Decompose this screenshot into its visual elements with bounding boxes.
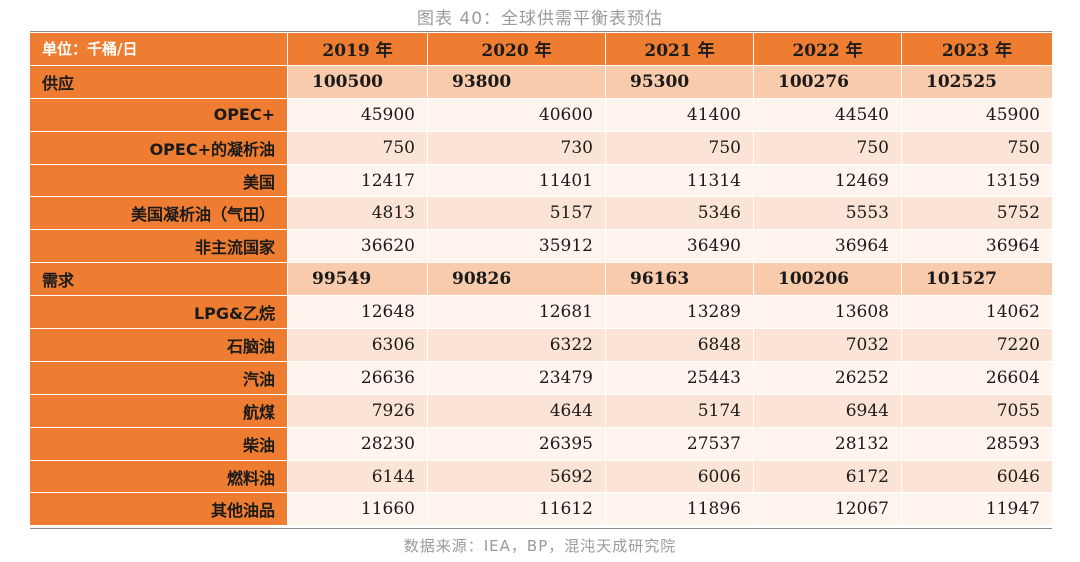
- row-label: 石脑油: [30, 329, 288, 362]
- year-header: 2022 年: [754, 33, 902, 66]
- section-total-cell: 93800: [428, 65, 606, 99]
- value-cell: 23479: [428, 361, 606, 395]
- top-rule: [30, 31, 1052, 32]
- year-header: 2023 年: [902, 33, 1052, 66]
- section-total-cell: 102525: [902, 65, 1052, 99]
- value-cell: 750: [288, 131, 428, 165]
- value-cell: 28593: [902, 427, 1052, 461]
- value-cell: 12648: [288, 296, 428, 330]
- row-label: 航煤: [30, 394, 288, 428]
- value-cell: 44540: [754, 98, 902, 132]
- table-title: 图表 40：全球供需平衡表预估: [416, 9, 664, 29]
- section-total-cell: 100206: [754, 263, 902, 297]
- value-cell: 12417: [288, 164, 428, 198]
- value-cell: 41400: [606, 98, 754, 132]
- value-cell: 5174: [606, 394, 754, 428]
- value-cell: 6848: [606, 329, 754, 362]
- section-total-cell: 100276: [754, 65, 902, 99]
- value-cell: 750: [606, 131, 754, 165]
- value-cell: 40600: [428, 98, 606, 132]
- value-cell: 5157: [428, 197, 606, 231]
- value-cell: 5752: [902, 197, 1052, 231]
- value-cell: 4644: [428, 394, 606, 428]
- value-cell: 5692: [428, 460, 606, 494]
- value-cell: 27537: [606, 427, 754, 461]
- value-cell: 11612: [428, 493, 606, 527]
- row-label: 其他油品: [30, 493, 288, 527]
- row-label: 汽油: [30, 361, 288, 395]
- year-header: 2021 年: [606, 33, 754, 66]
- value-cell: 11947: [902, 493, 1052, 527]
- section-total-cell: 99549: [288, 263, 428, 297]
- value-cell: 13608: [754, 296, 902, 330]
- section-label: 供应: [30, 65, 288, 99]
- row-label: 柴油: [30, 427, 288, 461]
- value-cell: 7220: [902, 329, 1052, 362]
- value-cell: 26395: [428, 427, 606, 461]
- value-cell: 26604: [902, 361, 1052, 395]
- value-cell: 13159: [902, 164, 1052, 198]
- value-cell: 7055: [902, 394, 1052, 428]
- value-cell: 7032: [754, 329, 902, 362]
- value-cell: 5346: [606, 197, 754, 231]
- value-cell: 36490: [606, 230, 754, 264]
- value-cell: 28132: [754, 427, 902, 461]
- value-cell: 6006: [606, 460, 754, 494]
- value-cell: 45900: [902, 98, 1052, 132]
- value-cell: 36964: [754, 230, 902, 264]
- row-label: 燃料油: [30, 460, 288, 494]
- value-cell: 14062: [902, 296, 1052, 330]
- value-cell: 26252: [754, 361, 902, 395]
- section-total-cell: 95300: [606, 65, 754, 99]
- data-source-note: 数据来源：IEA，BP，混沌天成研究院: [403, 537, 677, 555]
- value-cell: 36620: [288, 230, 428, 264]
- value-cell: 6172: [754, 460, 902, 494]
- value-cell: 35912: [428, 230, 606, 264]
- row-label: 非主流国家: [30, 230, 288, 264]
- value-cell: 4813: [288, 197, 428, 231]
- value-cell: 6306: [288, 329, 428, 362]
- value-cell: 11401: [428, 164, 606, 198]
- row-label: OPEC+: [30, 98, 288, 132]
- section-total-cell: 100500: [288, 65, 428, 99]
- row-label: 美国: [30, 164, 288, 198]
- value-cell: 6944: [754, 394, 902, 428]
- section-total-cell: 101527: [902, 263, 1052, 297]
- value-cell: 36964: [902, 230, 1052, 264]
- value-cell: 11660: [288, 493, 428, 527]
- section-total-cell: 90826: [428, 263, 606, 297]
- value-cell: 12469: [754, 164, 902, 198]
- value-cell: 5553: [754, 197, 902, 231]
- value-cell: 28230: [288, 427, 428, 461]
- value-cell: 11896: [606, 493, 754, 527]
- row-label: OPEC+的凝析油: [30, 131, 288, 165]
- section-total-cell: 96163: [606, 263, 754, 297]
- row-label: 美国凝析油（气田）: [30, 197, 288, 231]
- bottom-rule: [30, 528, 1052, 529]
- value-cell: 750: [902, 131, 1052, 165]
- value-cell: 750: [754, 131, 902, 165]
- value-cell: 730: [428, 131, 606, 165]
- unit-header: 单位：千桶/日: [30, 33, 288, 66]
- value-cell: 13289: [606, 296, 754, 330]
- value-cell: 11314: [606, 164, 754, 198]
- value-cell: 12681: [428, 296, 606, 330]
- value-cell: 7926: [288, 394, 428, 428]
- year-header: 2019 年: [288, 33, 428, 66]
- value-cell: 26636: [288, 361, 428, 395]
- value-cell: 25443: [606, 361, 754, 395]
- supply-demand-table: 单位：千桶/日 2019 年 2020 年 2021 年 2022 年 2023 年供应 1…: [30, 33, 1052, 527]
- value-cell: 6322: [428, 329, 606, 362]
- section-label: 需求: [30, 263, 288, 297]
- row-label: LPG&乙烷: [30, 296, 288, 330]
- value-cell: 45900: [288, 98, 428, 132]
- value-cell: 6144: [288, 460, 428, 494]
- year-header: 2020 年: [428, 33, 606, 66]
- value-cell: 12067: [754, 493, 902, 527]
- value-cell: 6046: [902, 460, 1052, 494]
